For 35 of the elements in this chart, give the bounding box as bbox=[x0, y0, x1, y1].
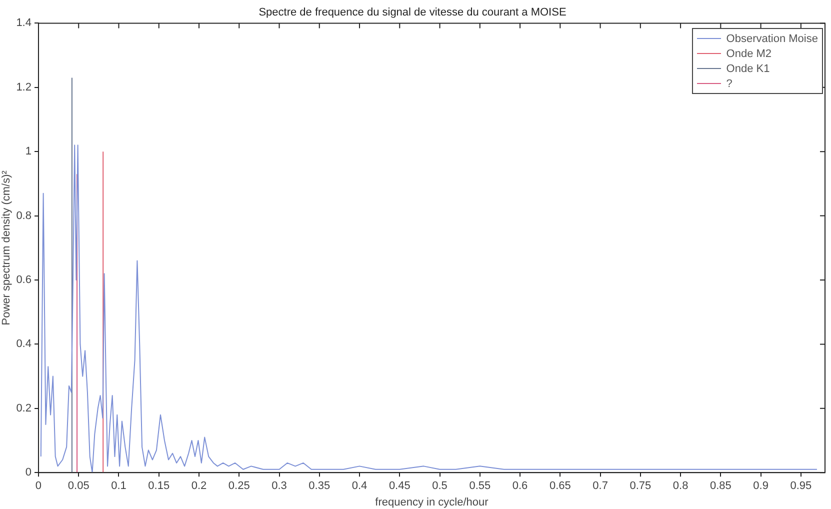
x-tick-label: 0.7 bbox=[592, 480, 608, 492]
legend-label: Onde M2 bbox=[726, 48, 772, 60]
x-tick-label: 0.1 bbox=[111, 480, 126, 492]
legend-label: Onde K1 bbox=[726, 62, 770, 74]
x-tick-label: 0.55 bbox=[469, 480, 491, 492]
x-tick-label: 0.5 bbox=[432, 480, 448, 492]
x-tick-label: 0.95 bbox=[790, 480, 812, 492]
y-tick-label: 1.4 bbox=[16, 17, 32, 30]
x-tick-label: 0.8 bbox=[672, 480, 688, 492]
x-tick-label: 0.75 bbox=[630, 480, 652, 492]
x-tick-label: 0.35 bbox=[308, 480, 330, 492]
x-axis-title: frequency in cycle/hour bbox=[375, 496, 489, 508]
x-tick-label: 0.6 bbox=[512, 480, 528, 492]
x-tick-label: 0.45 bbox=[388, 480, 410, 492]
x-tick-label: 0.9 bbox=[753, 480, 768, 492]
y-tick-label: 0.8 bbox=[16, 210, 32, 222]
x-tick-label: 0.4 bbox=[352, 480, 368, 492]
y-tick-label: 0.4 bbox=[16, 338, 32, 350]
y-tick-label: 0 bbox=[25, 466, 32, 479]
x-tick-label: 0.65 bbox=[549, 480, 571, 492]
x-tick-label: 0.2 bbox=[191, 480, 207, 492]
y-tick-label: 1 bbox=[25, 146, 32, 158]
x-tick-label: 0.25 bbox=[228, 480, 250, 492]
x-tick-label: 0.85 bbox=[710, 480, 732, 492]
y-axis-title: Power spectrum density (cm/s)² bbox=[0, 170, 13, 326]
x-tick-label: 0.15 bbox=[148, 480, 170, 492]
y-tick-label: 1.2 bbox=[16, 81, 32, 94]
chart-title: Spectre de frequence du signal de vitesse du courant a MOISE bbox=[258, 6, 566, 19]
y-tick-label: 0.6 bbox=[16, 274, 32, 286]
x-tick-label: 0 bbox=[35, 480, 42, 492]
x-tick-label: 0.3 bbox=[272, 480, 287, 492]
legend-label: Observation Moise bbox=[726, 32, 818, 44]
legend-label: ? bbox=[726, 78, 732, 90]
x-tick-label: 0.05 bbox=[68, 480, 90, 492]
y-tick-label: 0.2 bbox=[16, 402, 32, 414]
